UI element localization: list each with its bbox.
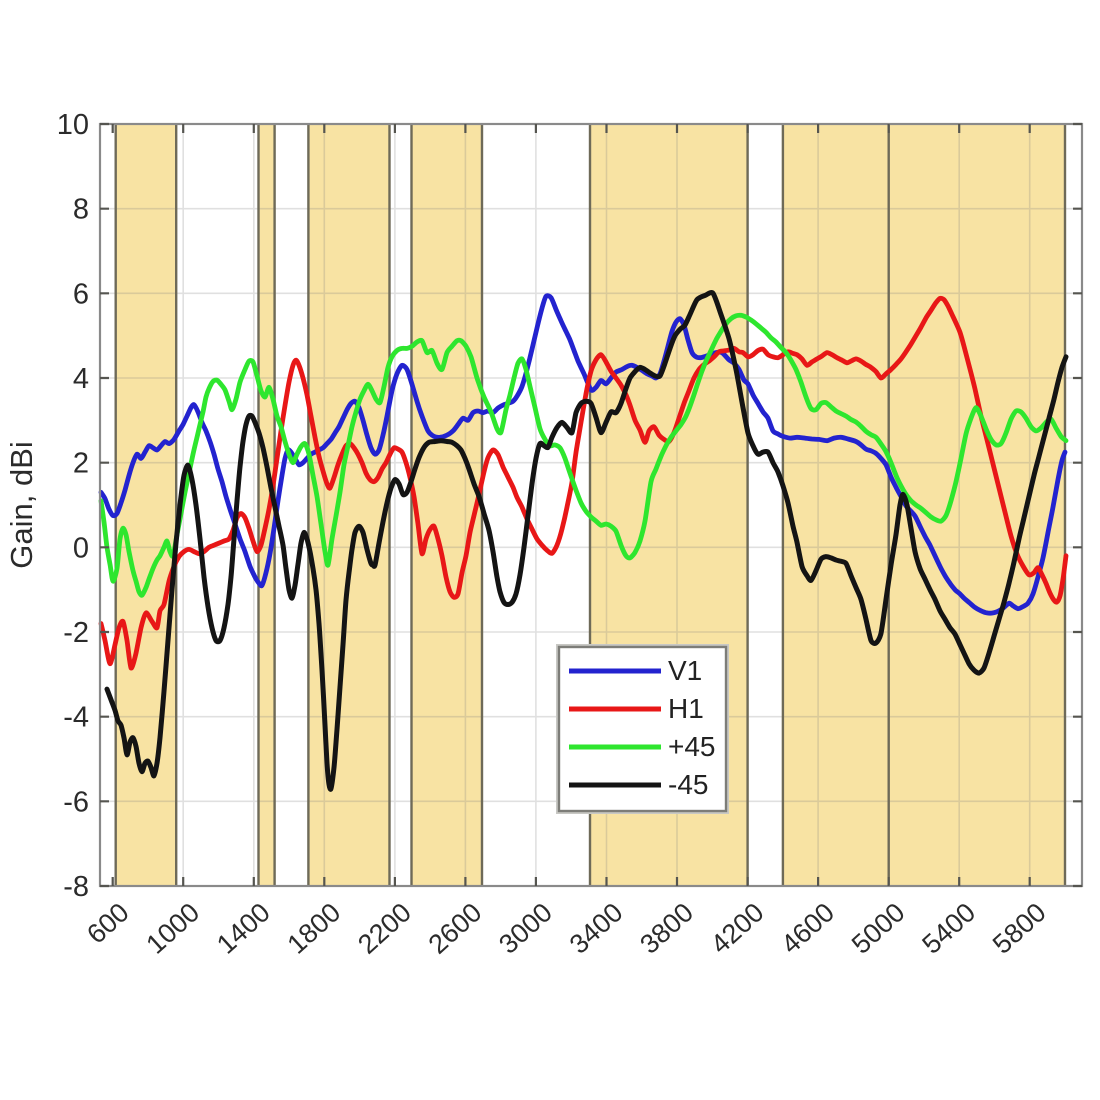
svg-text:-2: -2 — [63, 617, 89, 649]
svg-text:4: 4 — [73, 363, 89, 395]
svg-text:-45: -45 — [668, 769, 708, 800]
svg-text:-4: -4 — [63, 702, 89, 734]
svg-text:+45: +45 — [668, 731, 716, 762]
svg-text:-6: -6 — [63, 786, 89, 818]
svg-text:10: 10 — [57, 109, 89, 141]
svg-text:2: 2 — [73, 448, 89, 480]
svg-text:8: 8 — [73, 194, 89, 226]
svg-text:-8: -8 — [63, 871, 89, 903]
svg-text:Gain, dBi: Gain, dBi — [4, 441, 39, 569]
svg-text:V1: V1 — [668, 655, 702, 686]
svg-text:0: 0 — [73, 532, 89, 564]
svg-text:6: 6 — [73, 278, 89, 310]
svg-text:H1: H1 — [668, 693, 704, 724]
